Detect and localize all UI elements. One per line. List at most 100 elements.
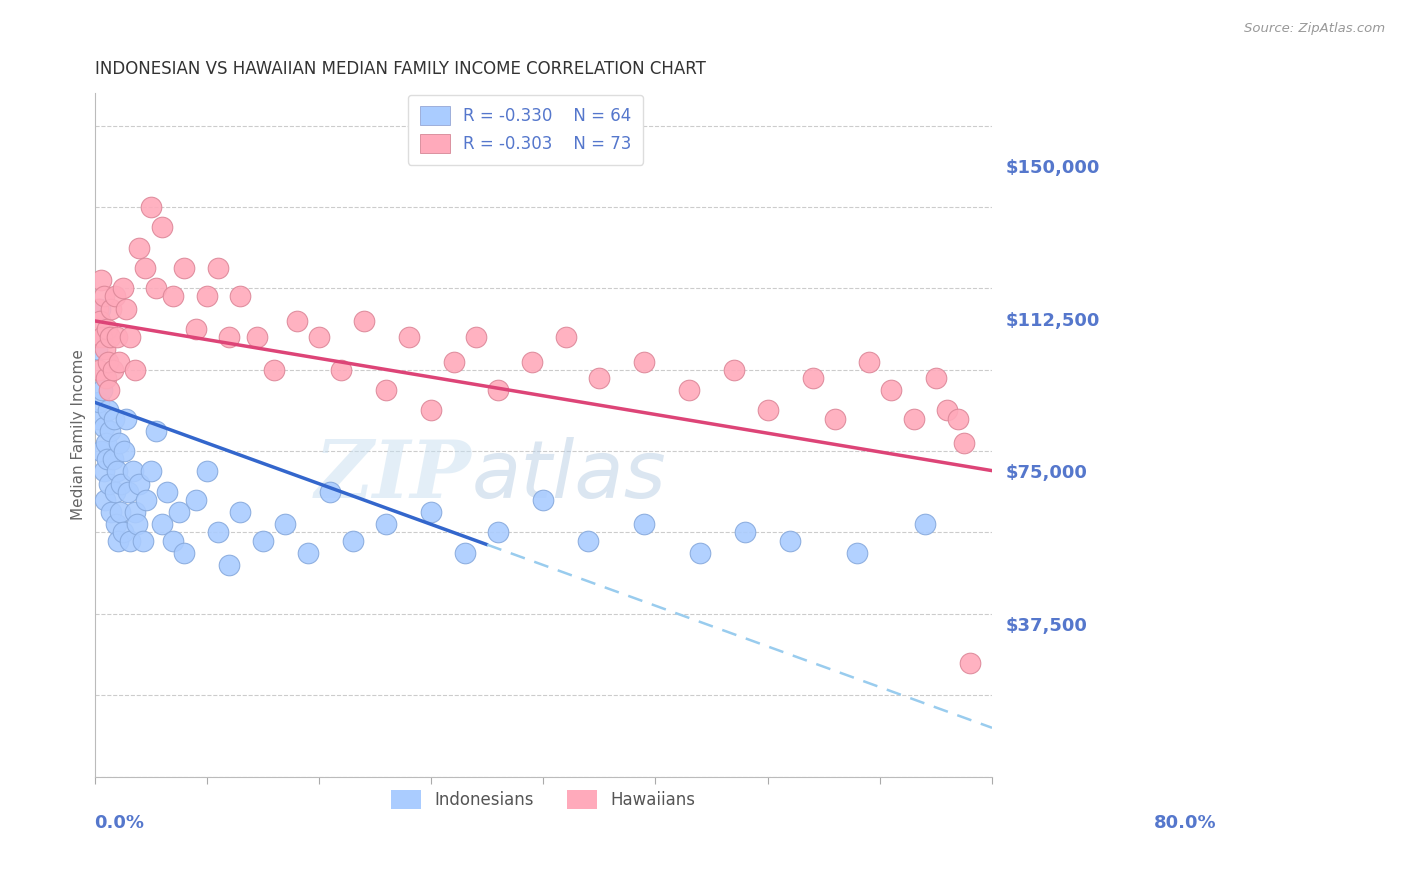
Point [93, 492, 115, 507]
Point [342, 533, 364, 548]
Point [150, 220, 173, 235]
Point [112, 444, 135, 458]
Point [121, 465, 143, 479]
Point [87, 362, 110, 376]
Point [87, 395, 110, 409]
Point [925, 371, 948, 385]
Point [330, 362, 353, 376]
Point [953, 436, 976, 450]
Point [86, 330, 108, 344]
Legend: Indonesians, Hawaiians: Indonesians, Hawaiians [384, 783, 702, 816]
Point [465, 330, 488, 344]
Point [96, 322, 118, 336]
Point [98, 330, 121, 344]
Point [87, 411, 110, 425]
Point [167, 505, 190, 519]
Point [689, 546, 711, 560]
Point [488, 525, 510, 540]
Point [97, 403, 120, 417]
Point [454, 546, 477, 560]
Point [531, 492, 554, 507]
Point [218, 558, 240, 572]
Point [246, 330, 269, 344]
Point [880, 383, 903, 397]
Point [779, 533, 801, 548]
Point [103, 411, 125, 425]
Point [105, 330, 128, 344]
Point [150, 517, 173, 532]
Point [195, 465, 218, 479]
Text: atlas: atlas [471, 437, 666, 515]
Point [375, 383, 398, 397]
Point [94, 371, 117, 385]
Point [858, 354, 880, 368]
Point [117, 484, 139, 499]
Point [101, 362, 124, 376]
Point [100, 301, 122, 316]
Point [353, 314, 375, 328]
Point [139, 465, 162, 479]
Point [633, 517, 655, 532]
Point [132, 533, 155, 548]
Point [101, 452, 124, 467]
Point [914, 517, 936, 532]
Point [184, 492, 207, 507]
Point [824, 411, 846, 425]
Point [195, 289, 218, 303]
Point [110, 505, 132, 519]
Point [120, 330, 142, 344]
Point [115, 411, 138, 425]
Point [93, 419, 115, 434]
Point [184, 322, 207, 336]
Point [633, 354, 655, 368]
Point [94, 436, 117, 450]
Point [124, 362, 146, 376]
Point [576, 533, 599, 548]
Point [801, 371, 824, 385]
Point [87, 301, 110, 316]
Point [135, 492, 157, 507]
Point [959, 656, 981, 670]
Point [91, 330, 114, 344]
Text: 80.0%: 80.0% [1154, 814, 1216, 832]
Point [86, 343, 108, 357]
Point [554, 330, 576, 344]
Point [145, 281, 167, 295]
Text: 0.0%: 0.0% [94, 814, 145, 832]
Point [91, 383, 114, 397]
Point [128, 476, 150, 491]
Point [107, 533, 129, 548]
Point [398, 330, 420, 344]
Point [98, 476, 121, 491]
Point [115, 301, 138, 316]
Point [319, 484, 342, 499]
Point [90, 273, 112, 287]
Point [375, 517, 398, 532]
Point [120, 533, 142, 548]
Point [734, 525, 756, 540]
Point [162, 289, 184, 303]
Point [104, 517, 127, 532]
Point [89, 301, 111, 316]
Point [846, 546, 869, 560]
Point [252, 533, 274, 548]
Point [139, 200, 162, 214]
Point [108, 354, 131, 368]
Point [111, 281, 134, 295]
Point [93, 343, 115, 357]
Point [104, 484, 127, 499]
Point [156, 484, 179, 499]
Point [443, 354, 465, 368]
Point [678, 383, 700, 397]
Point [229, 505, 252, 519]
Point [420, 505, 443, 519]
Y-axis label: Median Family Income: Median Family Income [72, 350, 86, 520]
Point [127, 517, 149, 532]
Point [98, 383, 121, 397]
Point [134, 260, 156, 275]
Point [207, 260, 229, 275]
Point [104, 289, 127, 303]
Point [128, 241, 150, 255]
Point [229, 289, 252, 303]
Point [520, 354, 543, 368]
